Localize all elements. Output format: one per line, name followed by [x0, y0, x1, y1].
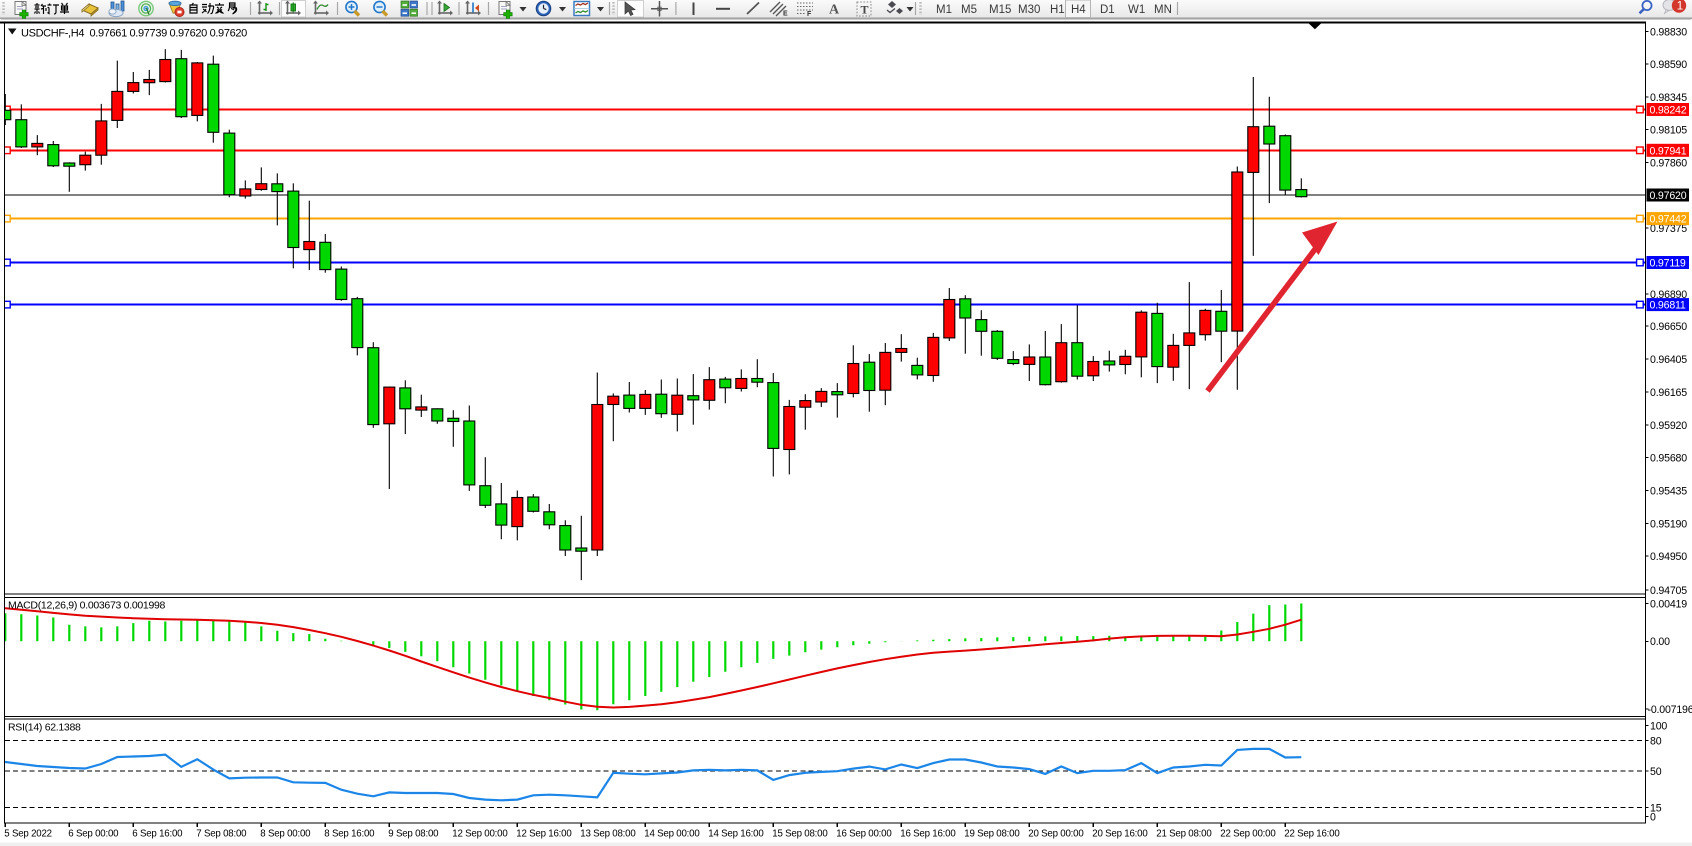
svg-text:22 Sep 16:00: 22 Sep 16:00 [1284, 829, 1340, 840]
svg-text:0.97860: 0.97860 [1650, 157, 1687, 169]
svg-text:0.97119: 0.97119 [1650, 258, 1686, 270]
svg-text:0.98105: 0.98105 [1650, 124, 1687, 136]
svg-text:0.95920: 0.95920 [1650, 420, 1687, 432]
svg-text:50: 50 [1650, 766, 1662, 778]
svg-text:0.98345: 0.98345 [1650, 92, 1687, 104]
svg-text:H1: H1 [1050, 4, 1065, 16]
svg-text:0.96890: 0.96890 [1650, 289, 1687, 301]
svg-text:5 Sep 2022: 5 Sep 2022 [4, 829, 52, 840]
svg-text:0.94950: 0.94950 [1650, 551, 1687, 563]
svg-text:0.00: 0.00 [1650, 636, 1670, 648]
svg-text:21 Sep 08:00: 21 Sep 08:00 [1156, 829, 1212, 840]
svg-text:0.95190: 0.95190 [1650, 518, 1687, 530]
svg-text:D1: D1 [1100, 4, 1115, 16]
svg-text:0.96165: 0.96165 [1650, 387, 1687, 399]
svg-text:W1: W1 [1128, 4, 1145, 16]
svg-text:F: F [807, 11, 812, 18]
svg-text:0.97941: 0.97941 [1650, 145, 1687, 157]
svg-text:12 Sep 16:00: 12 Sep 16:00 [516, 829, 572, 840]
svg-text:14 Sep 00:00: 14 Sep 00:00 [644, 829, 700, 840]
svg-text:0.97375: 0.97375 [1650, 223, 1687, 235]
svg-text:0.97620: 0.97620 [1650, 190, 1687, 202]
svg-text:15: 15 [1650, 802, 1662, 814]
svg-text:6 Sep 00:00: 6 Sep 00:00 [68, 829, 119, 840]
svg-text:16 Sep 00:00: 16 Sep 00:00 [836, 829, 892, 840]
svg-text:0.96405: 0.96405 [1650, 354, 1687, 366]
svg-text:M30: M30 [1018, 4, 1040, 16]
svg-text:22 Sep 00:00: 22 Sep 00:00 [1220, 829, 1276, 840]
svg-text:0.98242: 0.98242 [1650, 105, 1687, 117]
svg-text:100: 100 [1650, 720, 1667, 732]
svg-text:M1: M1 [936, 4, 952, 16]
svg-text:0: 0 [1650, 811, 1656, 823]
svg-text:M15: M15 [989, 4, 1011, 16]
svg-text:80: 80 [1650, 735, 1662, 747]
svg-text:19 Sep 08:00: 19 Sep 08:00 [964, 829, 1020, 840]
svg-text:0.96811: 0.96811 [1650, 300, 1686, 312]
svg-text:16 Sep 16:00: 16 Sep 16:00 [900, 829, 956, 840]
svg-text:A: A [829, 3, 840, 18]
svg-text:12 Sep 00:00: 12 Sep 00:00 [452, 829, 508, 840]
svg-text:USDCHF-,H4 0.97661 0.97739 0.: USDCHF-,H4 0.97661 0.97739 0.97620 0.976… [21, 28, 247, 40]
svg-text:8 Sep 00:00: 8 Sep 00:00 [260, 829, 311, 840]
svg-text:7 Sep 08:00: 7 Sep 08:00 [196, 829, 247, 840]
svg-text:E: E [783, 11, 788, 18]
svg-text:13 Sep 08:00: 13 Sep 08:00 [580, 829, 636, 840]
svg-text:1: 1 [1677, 1, 1683, 13]
svg-text:0.97442: 0.97442 [1650, 214, 1687, 226]
svg-text:T: T [861, 3, 869, 17]
svg-text:20 Sep 16:00: 20 Sep 16:00 [1092, 829, 1148, 840]
svg-text:20 Sep 00:00: 20 Sep 00:00 [1028, 829, 1084, 840]
svg-text:0.98590: 0.98590 [1650, 59, 1687, 71]
svg-text:0.00419: 0.00419 [1650, 598, 1687, 610]
svg-text:-0.007196: -0.007196 [1648, 704, 1692, 716]
svg-text:RSI(14) 62.1388: RSI(14) 62.1388 [8, 722, 81, 734]
svg-text:MACD(12,26,9) 0.003673 0.00199: MACD(12,26,9) 0.003673 0.001998 [8, 600, 166, 612]
svg-text:9 Sep 08:00: 9 Sep 08:00 [388, 829, 439, 840]
svg-text:6 Sep 16:00: 6 Sep 16:00 [132, 829, 183, 840]
svg-text:0.96650: 0.96650 [1650, 321, 1687, 333]
svg-text:0.94705: 0.94705 [1650, 585, 1687, 597]
svg-text:M5: M5 [961, 4, 977, 16]
svg-text:H4: H4 [1071, 4, 1086, 16]
svg-text:15 Sep 08:00: 15 Sep 08:00 [772, 829, 828, 840]
svg-text:0.95680: 0.95680 [1650, 452, 1687, 464]
svg-text:8 Sep 16:00: 8 Sep 16:00 [324, 829, 375, 840]
svg-text:0.98830: 0.98830 [1650, 26, 1687, 38]
svg-text:14 Sep 16:00: 14 Sep 16:00 [708, 829, 764, 840]
svg-text:MN: MN [1154, 4, 1172, 16]
svg-text:0.95435: 0.95435 [1650, 485, 1687, 497]
